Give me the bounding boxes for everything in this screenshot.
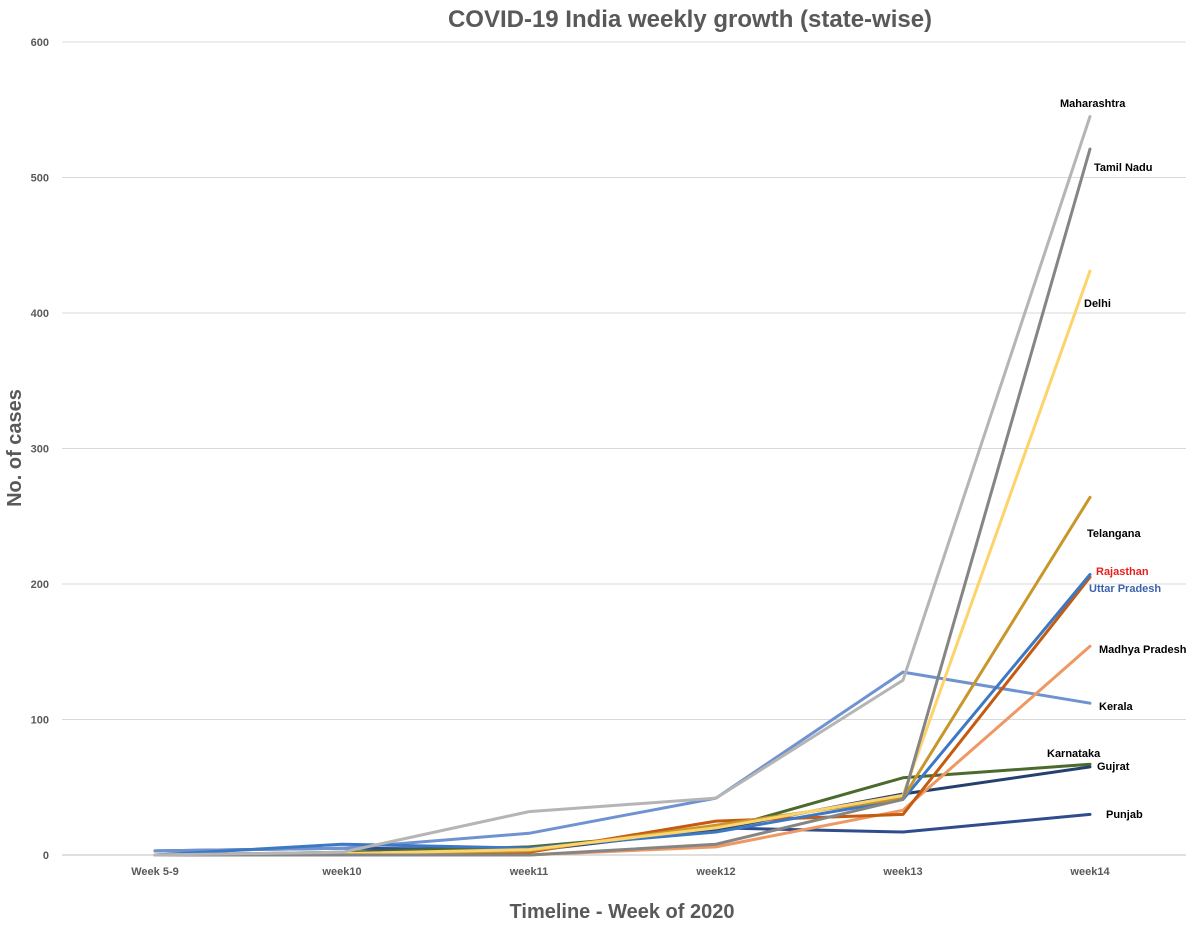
x-tick-label: week11 [509, 866, 549, 878]
annotation-kerala: Kerala [1099, 701, 1134, 713]
annotation-maharashtra: Maharashtra [1060, 98, 1126, 110]
series-line-kerala [153, 670, 1092, 853]
y-tick-label: 300 [31, 444, 49, 456]
y-tick-label: 600 [31, 37, 49, 49]
y-tick-label: 500 [31, 173, 49, 185]
annotation-madhya-pradesh: Madhya Pradesh [1099, 644, 1187, 656]
series-line-uttar-pradesh [153, 573, 1092, 857]
gridlines [62, 41, 1186, 856]
series-line-rajasthan [153, 575, 1092, 857]
annotation-telangana: Telangana [1087, 528, 1141, 540]
x-tick-label: Week 5-9 [131, 866, 179, 878]
y-tick-label: 200 [31, 579, 49, 591]
series-line-madhya-pradesh [153, 644, 1092, 857]
series-annotations: Maharashtra Tamil Nadu Delhi Telangana Rajas… [1047, 98, 1187, 821]
annotation-rajasthan: Rajasthan [1096, 566, 1149, 578]
annotation-tamil-nadu: Tamil Nadu [1094, 162, 1152, 174]
x-tick-label: week10 [321, 866, 361, 878]
annotation-karnataka: Karnataka [1047, 748, 1101, 760]
y-axis-title: No. of cases [4, 389, 26, 507]
x-tick-label: week12 [695, 866, 735, 878]
annotation-uttar-pradesh: Uttar Pradesh [1089, 583, 1161, 595]
x-axis-ticks: Week 5-9 week10 week11 week12 week13 week14 [131, 866, 1110, 878]
series-line-maharashtra [153, 115, 1092, 857]
y-tick-label: 400 [31, 308, 49, 320]
chart-title: COVID-19 India weekly growth (state-wise… [448, 6, 932, 33]
y-axis-ticks: 0 100 200 300 400 500 600 [31, 37, 49, 862]
x-axis-title: Timeline - Week of 2020 [510, 901, 735, 923]
annotation-gujrat: Gujrat [1097, 761, 1130, 773]
annotation-delhi: Delhi [1084, 298, 1111, 310]
series-line-gujrat [153, 765, 1092, 857]
y-tick-label: 0 [43, 850, 49, 862]
series-line-telangana [153, 495, 1092, 857]
series-lines [153, 115, 1092, 857]
y-tick-label: 100 [31, 715, 49, 727]
x-tick-label: week13 [882, 866, 922, 878]
annotation-punjab: Punjab [1106, 809, 1143, 821]
x-tick-label: week14 [1069, 866, 1110, 878]
series-line-tamil-nadu [153, 147, 1092, 857]
